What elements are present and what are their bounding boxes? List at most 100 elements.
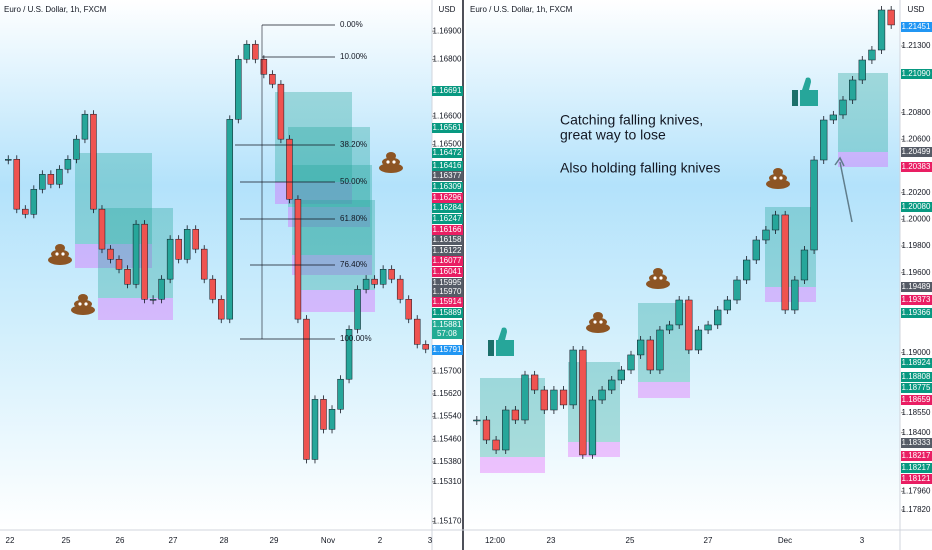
poop-icon — [773, 168, 783, 176]
price-badge-label: 1.15889 — [433, 308, 462, 317]
candle — [149, 299, 157, 301]
price-badge-label: 1.15995 — [433, 278, 462, 287]
x-tick-label: 3 — [860, 536, 865, 545]
loss-zone — [288, 207, 370, 227]
y-tick-label: 1.19600 — [902, 268, 931, 277]
price-badge — [901, 308, 932, 318]
price-badge — [901, 147, 932, 157]
pane-title: Euro / U.S. Dollar, 1h, FXCM — [4, 5, 107, 14]
price-badge — [432, 214, 463, 224]
price-badge — [901, 358, 932, 368]
poop-icon — [379, 163, 403, 173]
candle — [743, 259, 751, 281]
price-badge — [432, 235, 463, 245]
price-badge-label: 1.16309 — [433, 182, 462, 191]
price-badge — [432, 246, 463, 256]
candle — [511, 409, 519, 421]
candle — [473, 419, 481, 422]
y-tick-label: 1.20600 — [902, 134, 931, 143]
candle — [405, 299, 412, 320]
x-tick-label: 28 — [220, 536, 229, 545]
price-badge-label: 1.18808 — [902, 372, 931, 381]
price-badge-label: 1.16158 — [433, 235, 462, 244]
profit-zone — [288, 127, 370, 207]
candle — [868, 49, 876, 61]
candle — [30, 189, 38, 215]
candle — [107, 248, 114, 260]
price-badge-label: 1.18775 — [902, 383, 931, 392]
candle — [482, 419, 491, 441]
poop-eye — [392, 160, 396, 164]
price-badge — [432, 345, 463, 355]
poop-icon — [78, 294, 88, 302]
price-badge-label: 1.18333 — [902, 438, 931, 447]
poop-icon — [646, 279, 670, 289]
loss-zone — [638, 382, 690, 398]
fib-label: 50.00% — [340, 177, 367, 186]
poop-icon — [589, 317, 607, 327]
arrow — [839, 161, 853, 223]
candle — [328, 409, 336, 430]
candle — [158, 278, 165, 300]
candle — [209, 278, 216, 300]
price-badge-label: 1.15791 — [433, 345, 462, 354]
x-tick-label: 27 — [169, 536, 178, 545]
poop-icon — [51, 249, 69, 259]
price-badge-label: 1.16416 — [433, 161, 462, 170]
price-badge-label: 1.19373 — [902, 295, 931, 304]
price-badge — [901, 295, 932, 305]
fib-label: 100.00% — [340, 334, 372, 343]
fib-label: 0.00% — [340, 20, 363, 29]
candle — [56, 168, 63, 185]
price-badge — [432, 203, 463, 213]
currency: USD — [908, 5, 925, 14]
candle — [5, 159, 12, 161]
y-tick-label: 1.15310 — [433, 477, 462, 486]
price-badge — [432, 161, 463, 171]
candle — [303, 318, 310, 460]
candle — [675, 299, 683, 326]
price-badge — [432, 329, 463, 339]
candle — [492, 439, 500, 451]
price-badge — [432, 182, 463, 192]
candle — [183, 229, 191, 260]
poop-icon — [386, 152, 396, 160]
y-tick-label: 1.15460 — [433, 434, 462, 443]
candle — [311, 399, 319, 460]
price-badge — [432, 123, 463, 133]
candle — [550, 389, 558, 411]
poop-icon — [649, 273, 667, 283]
poop-icon — [48, 255, 72, 265]
candle — [579, 349, 587, 456]
x-tick-label: Nov — [321, 536, 335, 545]
candle — [559, 389, 568, 406]
price-badge-label: 1.16377 — [433, 171, 462, 180]
price-badge-label: 1.18659 — [902, 395, 931, 404]
thumb-cuff — [488, 340, 494, 356]
price-badge — [901, 383, 932, 393]
poop-eye — [61, 252, 65, 256]
x-tick-label: 29 — [270, 536, 279, 545]
price-badge-label: 1.21090 — [902, 69, 931, 78]
candle — [829, 114, 837, 121]
y-tick-label: 1.16800 — [433, 55, 462, 64]
candle — [810, 159, 818, 251]
candle — [627, 354, 635, 371]
fib-label: 38.20% — [340, 140, 367, 149]
thumb-icon — [800, 77, 818, 106]
candle — [166, 238, 174, 280]
price-badge-label: 1.15914 — [433, 297, 462, 306]
candle — [646, 339, 654, 371]
poop-icon — [593, 312, 603, 320]
price-badge-label: 1.18121 — [902, 474, 931, 483]
currency: USD — [439, 5, 456, 14]
candle — [345, 329, 353, 380]
price-badge — [432, 267, 463, 277]
candle — [877, 9, 886, 51]
candle — [800, 249, 809, 281]
y-tick-label: 1.20200 — [902, 188, 931, 197]
candle — [64, 159, 72, 170]
candle — [115, 259, 123, 270]
candle — [39, 174, 46, 190]
